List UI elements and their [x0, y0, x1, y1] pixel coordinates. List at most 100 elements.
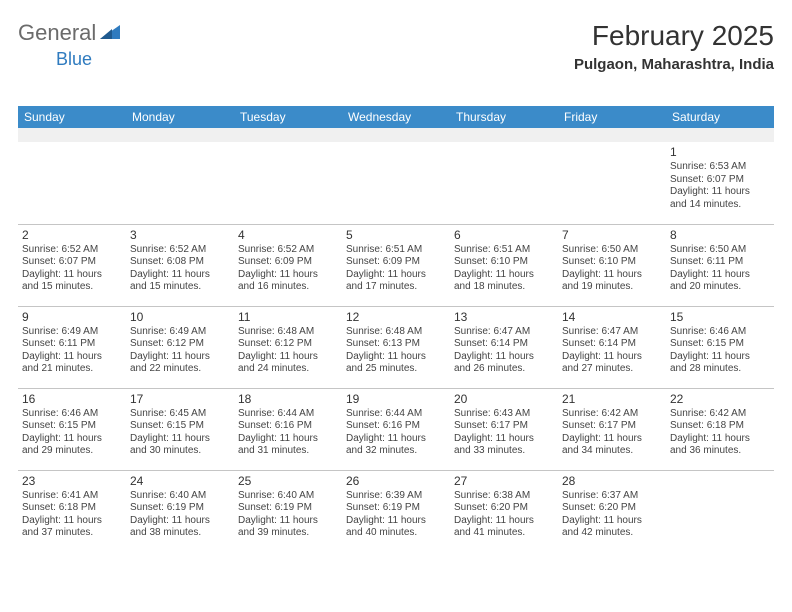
day-info-line: Sunrise: 6:47 AM [562, 326, 662, 339]
day-info-line: Sunset: 6:09 PM [238, 256, 338, 269]
day-number: 16 [22, 392, 122, 407]
day-info-line: Sunset: 6:15 PM [22, 420, 122, 433]
calendar-cell: 1Sunrise: 6:53 AMSunset: 6:07 PMDaylight… [666, 142, 774, 224]
day-info-line: and 42 minutes. [562, 527, 662, 540]
calendar-cell [666, 470, 774, 552]
day-info-line: Sunrise: 6:38 AM [454, 490, 554, 503]
day-info-line: Sunset: 6:07 PM [670, 174, 770, 187]
day-info-line: Sunset: 6:20 PM [562, 502, 662, 515]
calendar-cell: 11Sunrise: 6:48 AMSunset: 6:12 PMDayligh… [234, 306, 342, 388]
day-info-line: Daylight: 11 hours [346, 351, 446, 364]
day-info-line: and 27 minutes. [562, 363, 662, 376]
day-number: 21 [562, 392, 662, 407]
day-info-line: and 20 minutes. [670, 281, 770, 294]
logo-text-blue: Blue [56, 49, 92, 69]
calendar-cell: 22Sunrise: 6:42 AMSunset: 6:18 PMDayligh… [666, 388, 774, 470]
day-info-line: Sunset: 6:18 PM [22, 502, 122, 515]
day-info-line: Daylight: 11 hours [562, 269, 662, 282]
day-number: 20 [454, 392, 554, 407]
day-info-line: Daylight: 11 hours [22, 351, 122, 364]
day-info-line: Sunset: 6:17 PM [562, 420, 662, 433]
day-number: 24 [130, 474, 230, 489]
day-info-line: and 17 minutes. [346, 281, 446, 294]
day-info-line: and 16 minutes. [238, 281, 338, 294]
day-info-line: Sunset: 6:14 PM [562, 338, 662, 351]
calendar-cell [18, 142, 126, 224]
day-info-line: Sunrise: 6:46 AM [22, 408, 122, 421]
day-header: Monday [126, 106, 234, 128]
day-number: 6 [454, 228, 554, 243]
day-info-line: Sunrise: 6:45 AM [130, 408, 230, 421]
calendar-cell: 24Sunrise: 6:40 AMSunset: 6:19 PMDayligh… [126, 470, 234, 552]
day-info-line: Sunrise: 6:42 AM [670, 408, 770, 421]
day-info-line: Sunset: 6:15 PM [670, 338, 770, 351]
day-info-line: Sunrise: 6:47 AM [454, 326, 554, 339]
day-info-line: Sunset: 6:15 PM [130, 420, 230, 433]
calendar-cell: 10Sunrise: 6:49 AMSunset: 6:12 PMDayligh… [126, 306, 234, 388]
day-info-line: and 28 minutes. [670, 363, 770, 376]
calendar-cell: 16Sunrise: 6:46 AMSunset: 6:15 PMDayligh… [18, 388, 126, 470]
calendar-cell: 17Sunrise: 6:45 AMSunset: 6:15 PMDayligh… [126, 388, 234, 470]
day-info-line: and 15 minutes. [22, 281, 122, 294]
calendar-cell: 5Sunrise: 6:51 AMSunset: 6:09 PMDaylight… [342, 224, 450, 306]
blank-row [18, 128, 774, 142]
day-info-line: Sunrise: 6:48 AM [346, 326, 446, 339]
day-number: 1 [670, 145, 770, 160]
day-info-line: and 25 minutes. [346, 363, 446, 376]
day-info-line: Daylight: 11 hours [22, 515, 122, 528]
calendar-cell: 13Sunrise: 6:47 AMSunset: 6:14 PMDayligh… [450, 306, 558, 388]
day-info-line: Sunrise: 6:49 AM [130, 326, 230, 339]
day-number: 25 [238, 474, 338, 489]
day-number: 7 [562, 228, 662, 243]
day-info-line: Daylight: 11 hours [670, 186, 770, 199]
day-info-line: and 31 minutes. [238, 445, 338, 458]
day-header: Tuesday [234, 106, 342, 128]
day-info-line: Sunrise: 6:46 AM [670, 326, 770, 339]
day-info-line: Sunset: 6:09 PM [346, 256, 446, 269]
day-info-line: Sunset: 6:12 PM [238, 338, 338, 351]
day-info-line: Sunrise: 6:53 AM [670, 161, 770, 174]
day-info-line: Sunrise: 6:40 AM [238, 490, 338, 503]
day-info-line: Sunrise: 6:40 AM [130, 490, 230, 503]
day-info-line: and 26 minutes. [454, 363, 554, 376]
day-info-line: Daylight: 11 hours [238, 433, 338, 446]
location-label: Pulgaon, Maharashtra, India [574, 56, 774, 73]
day-info-line: and 39 minutes. [238, 527, 338, 540]
day-number: 14 [562, 310, 662, 325]
calendar-cell [234, 142, 342, 224]
day-info-line: Sunset: 6:10 PM [562, 256, 662, 269]
day-header: Sunday [18, 106, 126, 128]
day-info-line: Sunset: 6:19 PM [238, 502, 338, 515]
day-info-line: and 36 minutes. [670, 445, 770, 458]
day-info-line: and 22 minutes. [130, 363, 230, 376]
calendar-cell [450, 142, 558, 224]
day-number: 2 [22, 228, 122, 243]
logo-text-general: General [18, 20, 96, 46]
day-info-line: Daylight: 11 hours [454, 433, 554, 446]
day-info-line: Sunset: 6:11 PM [22, 338, 122, 351]
day-number: 19 [346, 392, 446, 407]
day-info-line: and 15 minutes. [130, 281, 230, 294]
day-number: 26 [346, 474, 446, 489]
day-info-line: and 30 minutes. [130, 445, 230, 458]
day-info-line: Sunrise: 6:51 AM [346, 244, 446, 257]
calendar-table: Sunday Monday Tuesday Wednesday Thursday… [18, 106, 774, 552]
day-header: Wednesday [342, 106, 450, 128]
title-block: February 2025 Pulgaon, Maharashtra, Indi… [574, 20, 774, 73]
day-info-line: Sunrise: 6:49 AM [22, 326, 122, 339]
calendar-cell: 25Sunrise: 6:40 AMSunset: 6:19 PMDayligh… [234, 470, 342, 552]
calendar-row: 1Sunrise: 6:53 AMSunset: 6:07 PMDaylight… [18, 142, 774, 224]
day-info-line: and 38 minutes. [130, 527, 230, 540]
day-info-line: Daylight: 11 hours [22, 433, 122, 446]
calendar-cell: 28Sunrise: 6:37 AMSunset: 6:20 PMDayligh… [558, 470, 666, 552]
header: General February 2025 Pulgaon, Maharasht… [18, 20, 774, 73]
day-info-line: and 14 minutes. [670, 199, 770, 212]
day-info-line: Daylight: 11 hours [346, 269, 446, 282]
day-info-line: Sunrise: 6:50 AM [562, 244, 662, 257]
day-info-line: Daylight: 11 hours [130, 269, 230, 282]
calendar-cell: 9Sunrise: 6:49 AMSunset: 6:11 PMDaylight… [18, 306, 126, 388]
day-info-line: Sunset: 6:18 PM [670, 420, 770, 433]
day-number: 10 [130, 310, 230, 325]
day-info-line: Daylight: 11 hours [562, 515, 662, 528]
calendar-cell: 8Sunrise: 6:50 AMSunset: 6:11 PMDaylight… [666, 224, 774, 306]
